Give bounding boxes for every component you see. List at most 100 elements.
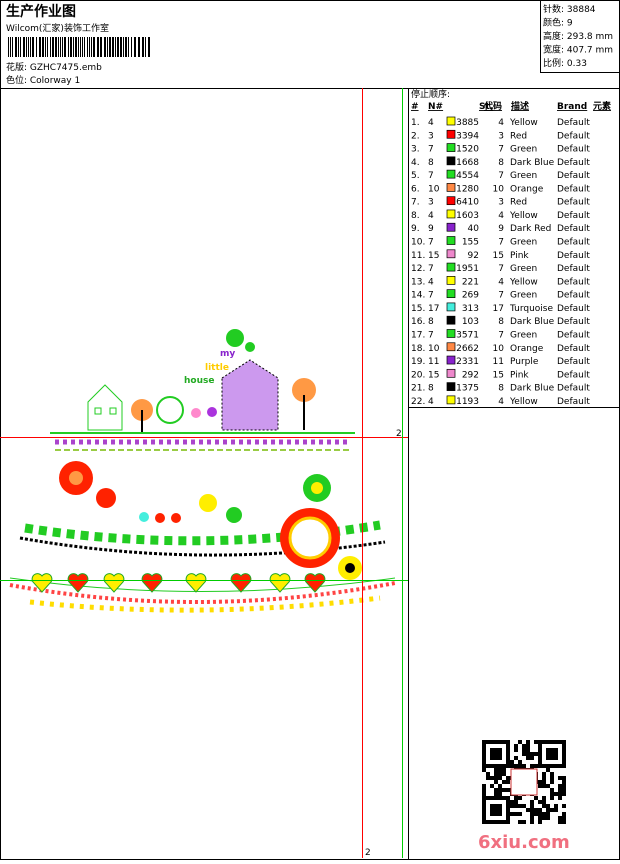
cell: 7 bbox=[498, 264, 504, 274]
bar-line bbox=[109, 37, 111, 57]
cell: 92 bbox=[468, 251, 479, 261]
qr-module bbox=[542, 780, 546, 784]
qr-module bbox=[494, 776, 498, 780]
qr-module bbox=[506, 796, 510, 800]
qr-module bbox=[546, 768, 550, 772]
qr-module bbox=[498, 740, 502, 744]
cell: 3 bbox=[498, 198, 504, 208]
cell: 1. bbox=[411, 118, 420, 128]
qr-module bbox=[486, 776, 490, 780]
color-swatch bbox=[446, 355, 456, 365]
cell: Pink bbox=[510, 251, 529, 261]
cell: 2331 bbox=[456, 357, 479, 367]
qr-module bbox=[562, 744, 566, 748]
qr-module bbox=[494, 764, 498, 768]
qr-module bbox=[514, 744, 518, 748]
qr-module bbox=[542, 796, 546, 800]
color-swatch bbox=[446, 395, 456, 405]
qr-module bbox=[550, 776, 554, 780]
qr-module bbox=[498, 768, 502, 772]
bar-line bbox=[91, 37, 92, 57]
qr-code bbox=[482, 740, 566, 824]
qr-module bbox=[522, 820, 526, 824]
qr-module bbox=[494, 772, 498, 776]
qr-module bbox=[554, 808, 558, 812]
cell: Green bbox=[510, 264, 537, 274]
qr-module bbox=[554, 804, 558, 808]
color-swatch bbox=[446, 143, 456, 152]
heart bbox=[185, 573, 207, 593]
color-swatch bbox=[446, 169, 456, 179]
cell: Default bbox=[557, 357, 590, 367]
cell: Default bbox=[557, 330, 590, 340]
cell: 13. bbox=[411, 277, 425, 287]
color-swatch bbox=[446, 368, 456, 378]
cell: 3571 bbox=[456, 330, 479, 340]
bar-line bbox=[142, 37, 144, 57]
cell: 9 bbox=[498, 224, 504, 234]
cell: Dark Blue bbox=[510, 384, 555, 394]
qr-module bbox=[498, 792, 502, 796]
qr-module bbox=[558, 820, 562, 824]
bar-line bbox=[115, 37, 116, 57]
cell: Dark Red bbox=[510, 224, 551, 234]
color-swatch bbox=[446, 329, 456, 338]
qr-module bbox=[498, 804, 502, 808]
qr-module bbox=[490, 756, 494, 760]
cell: Default bbox=[557, 211, 590, 221]
bar-line bbox=[32, 37, 34, 57]
qr-module bbox=[486, 820, 490, 824]
bar-line bbox=[55, 37, 57, 57]
qr-module bbox=[482, 816, 486, 820]
color-swatch bbox=[446, 156, 456, 166]
qr-module bbox=[538, 752, 542, 756]
qr-module bbox=[502, 796, 506, 800]
cell: 313 bbox=[462, 304, 479, 314]
qr-module bbox=[530, 752, 534, 756]
qr-module bbox=[498, 812, 502, 816]
qr-module bbox=[494, 788, 498, 792]
qr-module bbox=[486, 796, 490, 800]
qr-module bbox=[562, 804, 566, 808]
qr-module bbox=[562, 792, 566, 796]
bar-line bbox=[107, 37, 108, 57]
qr-module bbox=[554, 792, 558, 796]
cell: Yellow bbox=[509, 211, 538, 221]
cell: 7 bbox=[498, 238, 504, 248]
cell: 10 bbox=[493, 184, 505, 194]
studio: Wilcom(汇家)装饰工作室 bbox=[6, 22, 109, 34]
qr-module bbox=[554, 756, 558, 760]
qr-module bbox=[502, 764, 506, 768]
qr-module bbox=[530, 764, 534, 768]
cell: 4 bbox=[428, 277, 434, 287]
bar-line bbox=[134, 37, 136, 57]
qr-module bbox=[482, 768, 486, 772]
qr-module bbox=[562, 816, 566, 820]
cell: Default bbox=[557, 251, 590, 261]
qr-module bbox=[546, 812, 550, 816]
column-header: St. bbox=[479, 102, 493, 112]
cell: 11 bbox=[428, 357, 439, 367]
stat: 高度: 293.8 mm bbox=[543, 30, 613, 42]
column-header: # bbox=[411, 102, 419, 112]
qr-module bbox=[562, 788, 566, 792]
color-swatch bbox=[446, 236, 456, 245]
qr-module bbox=[482, 800, 486, 804]
cell: Green bbox=[510, 145, 537, 155]
qr-module bbox=[522, 752, 526, 756]
qr-module bbox=[482, 792, 486, 796]
qr-module bbox=[510, 764, 514, 768]
cell: Default bbox=[557, 384, 590, 394]
bar-line bbox=[84, 37, 85, 57]
bar-line bbox=[93, 37, 95, 57]
table-title: 停止顺序: bbox=[411, 88, 450, 100]
qr-module bbox=[506, 740, 510, 744]
qr-module bbox=[498, 764, 502, 768]
qr-module bbox=[554, 764, 558, 768]
bar-line bbox=[10, 37, 11, 57]
qr-module bbox=[498, 808, 502, 812]
qr-module bbox=[526, 808, 530, 812]
qr-module bbox=[562, 740, 566, 744]
design-artwork: my little house bbox=[0, 88, 408, 858]
qr-module bbox=[526, 756, 530, 760]
